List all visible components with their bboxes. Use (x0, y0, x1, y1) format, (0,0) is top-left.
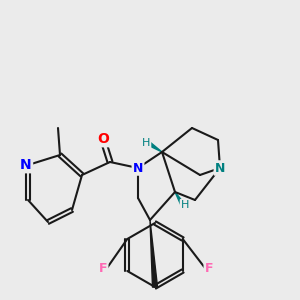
Text: F: F (205, 262, 213, 275)
Polygon shape (150, 220, 158, 287)
Text: O: O (97, 132, 109, 146)
Polygon shape (175, 192, 185, 206)
Text: N: N (215, 161, 225, 175)
Text: N: N (20, 158, 32, 172)
Text: H: H (181, 200, 189, 210)
Text: H: H (142, 138, 150, 148)
Polygon shape (147, 141, 162, 152)
Text: N: N (133, 161, 143, 175)
Text: F: F (99, 262, 107, 275)
